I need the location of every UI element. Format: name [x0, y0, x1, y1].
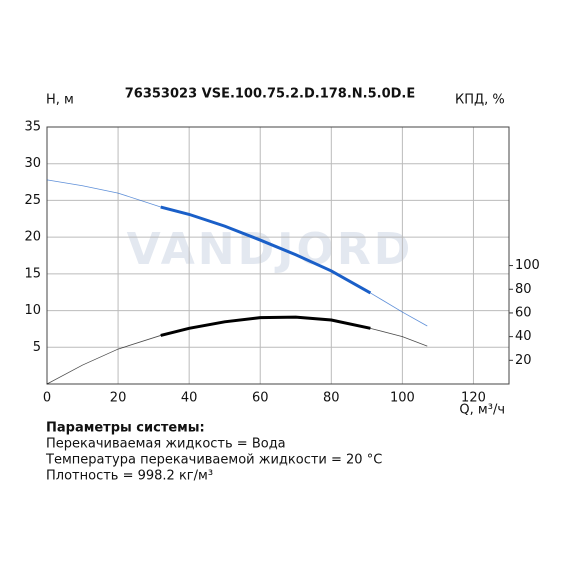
chart-title: 76353023 VSE.100.75.2.D.178.N.5.0D.E [125, 87, 415, 102]
y-tick-label: 15 [24, 266, 41, 281]
notes-heading: Параметры системы: [46, 421, 205, 436]
y2-tick-label: 20 [515, 353, 532, 368]
y-tick-label: 10 [24, 303, 41, 318]
x-axis-label: Q, м³/ч [459, 403, 505, 418]
notes-line: Плотность = 998.2 кг/м³ [46, 469, 213, 484]
y-tick-label: 30 [24, 156, 41, 171]
plot-frame [46, 126, 510, 385]
y2-axis-label: КПД, % [455, 93, 505, 108]
x-tick-label: 40 [181, 391, 198, 406]
x-tick-label: 60 [252, 391, 269, 406]
notes-line: Температура перекачиваемой жидкости = 20… [45, 453, 382, 468]
x-tick-label: 120 [461, 391, 486, 406]
y-tick-label: 35 [24, 120, 41, 135]
y2-tick-label: 80 [515, 282, 532, 297]
operating-curve [160, 205, 372, 295]
x-tick-label: 100 [390, 391, 415, 406]
y2-tick-label: 60 [515, 305, 532, 320]
y2-tick-label: 100 [515, 258, 540, 273]
notes-line: Перекачиваемая жидкость = Вода [46, 437, 286, 452]
x-tick-label: 80 [323, 391, 340, 406]
y-axis-label: H, м [46, 93, 74, 108]
y-tick-label: 20 [24, 230, 41, 245]
operating-curve [160, 315, 371, 337]
x-tick-label: 20 [110, 391, 127, 406]
y-tick-label: 5 [33, 340, 41, 355]
y-tick-label: 25 [24, 193, 41, 208]
watermark: VANDJORD [127, 224, 414, 275]
y2-tick-label: 40 [515, 329, 532, 344]
x-tick-label: 0 [43, 391, 51, 406]
